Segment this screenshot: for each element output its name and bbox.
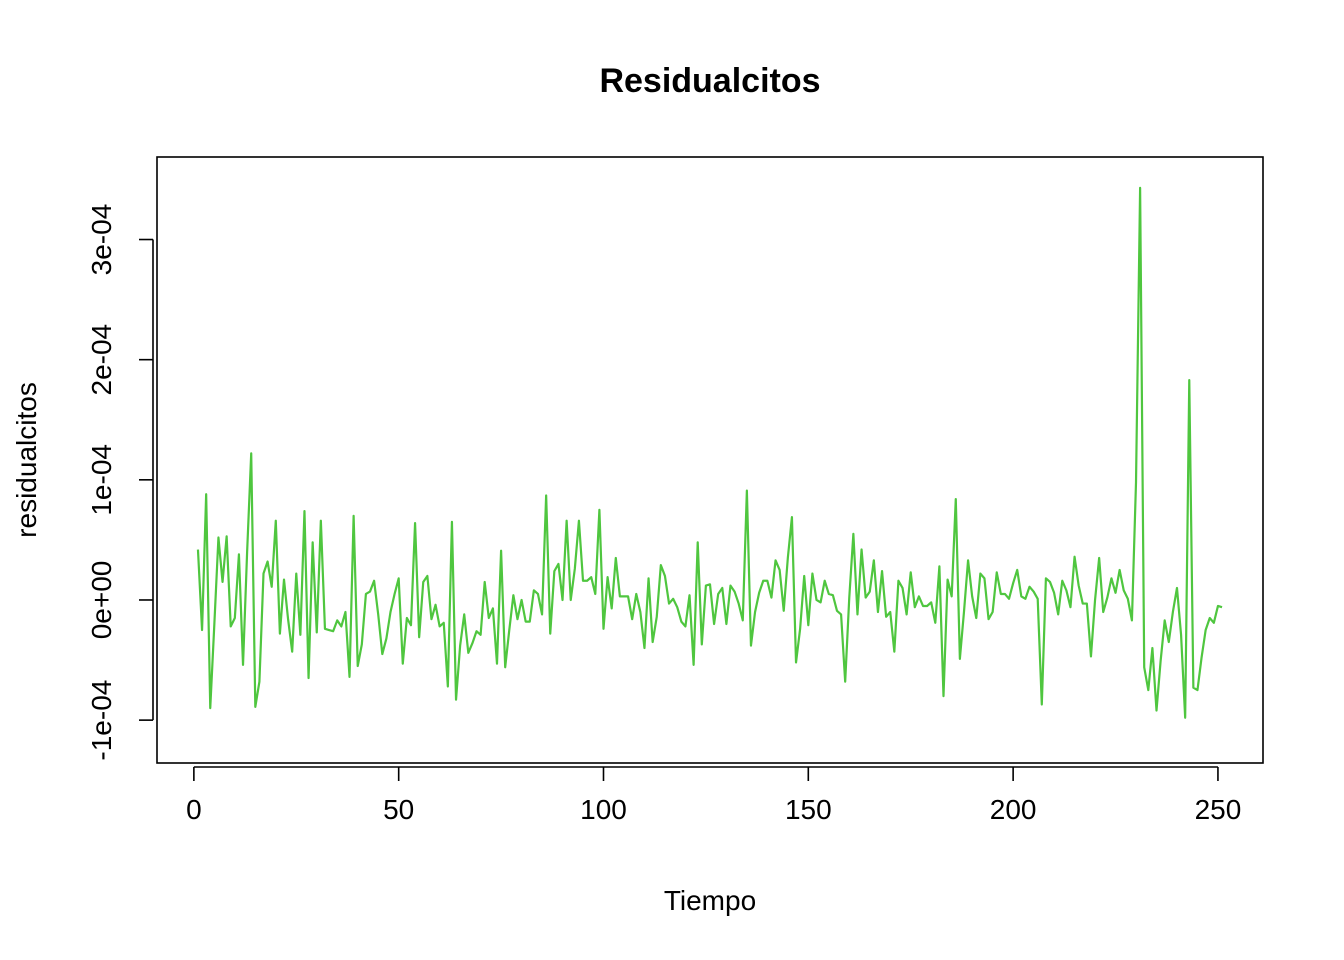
y-tick-label: 1e-04 (86, 444, 117, 516)
plot-frame (156, 156, 1264, 764)
series-layer (196, 186, 1223, 719)
x-tick-label: 50 (383, 794, 414, 825)
x-tick-label: 100 (580, 794, 627, 825)
x-tick-label: 200 (990, 794, 1037, 825)
y-tick-label: 3e-04 (86, 204, 117, 276)
y-tick-label: -1e-04 (86, 680, 117, 761)
y-axis: -1e-04 0e+00 1e-04 2e-04 3e-04 (86, 204, 154, 761)
chart-title: Residualcitos (599, 62, 820, 100)
x-tick-label: 150 (785, 794, 832, 825)
y-tick-label: 2e-04 (86, 324, 117, 396)
x-axis: 0 50 100 150 200 250 (186, 766, 1242, 825)
x-axis-title: Tiempo (664, 885, 756, 916)
y-axis-title: residualcitos (11, 382, 42, 538)
x-tick-label: 0 (186, 794, 202, 825)
x-tick-label: 250 (1195, 794, 1242, 825)
y-tick-label: 0e+00 (86, 561, 117, 640)
series-line (196, 186, 1223, 719)
